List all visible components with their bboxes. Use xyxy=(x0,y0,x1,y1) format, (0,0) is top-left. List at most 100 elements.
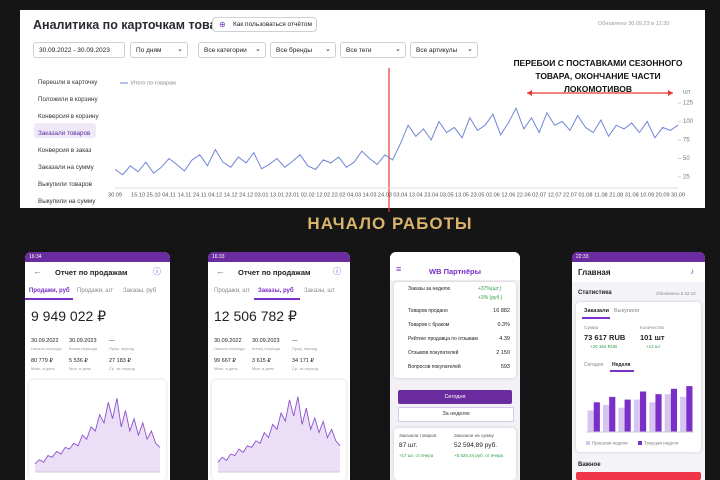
period-underline xyxy=(610,370,634,372)
summary-change: +37%(шт.) xyxy=(478,286,502,292)
x-tick-label: 14.12 xyxy=(224,192,238,198)
tab[interactable]: Продажи, шт xyxy=(77,288,113,294)
phone-sales-rub: 16:34 ← Отчет по продажам ⓘ Продажи, руб… xyxy=(25,252,170,480)
filter-text: Все категории xyxy=(204,47,247,54)
menu-item[interactable]: Перешли в карточку xyxy=(38,79,98,86)
x-tick-label: 22.06 xyxy=(517,192,531,198)
menu-icon[interactable]: ≡ xyxy=(396,264,402,274)
stat-label: Макс. в день xyxy=(31,366,55,371)
total: 12 506 782 ₽ xyxy=(214,308,297,324)
row-label: Товаров продано xyxy=(408,308,448,314)
bell[interactable]: ♪ xyxy=(690,267,694,276)
back[interactable]: ← xyxy=(216,266,225,276)
filter-text: По дням xyxy=(136,47,162,54)
category-filter[interactable]: Все категории ⌄ xyxy=(198,42,266,58)
week-button[interactable]: За неделю xyxy=(398,407,514,422)
period-active[interactable]: Неделя xyxy=(612,362,631,368)
stat-label: Конец периода xyxy=(252,346,280,351)
menu-item[interactable]: Выкупили на сумму xyxy=(38,198,96,205)
summary-change: +3% (руб.) xyxy=(478,295,503,301)
app-bar xyxy=(572,262,705,282)
screen-title: Главная xyxy=(578,268,611,277)
bar xyxy=(602,405,610,432)
sku-filter[interactable]: Все артикулы ⌄ xyxy=(410,42,478,58)
stat-value: 27 183 ₽ xyxy=(109,358,131,364)
stat-label: Конец периода xyxy=(69,346,97,351)
card-value: 87 шт. xyxy=(399,442,418,449)
bar xyxy=(609,396,616,432)
button-label: Сегодня xyxy=(444,394,466,400)
x-tick-label: 03.01 xyxy=(255,192,269,198)
today-button[interactable]: Сегодня xyxy=(398,390,512,404)
clock: 22:33 xyxy=(576,254,589,260)
help-button[interactable]: ⊕ Как пользоваться отчётом xyxy=(212,17,317,32)
bar xyxy=(655,394,662,432)
app-title: WB Партнёры xyxy=(429,267,481,276)
x-tick-label: 04.03 xyxy=(347,192,361,198)
tab-active[interactable]: Заказы, руб xyxy=(258,288,294,294)
period[interactable]: Сегодня xyxy=(584,362,604,368)
back[interactable]: ← xyxy=(33,266,42,276)
important-title: Важное xyxy=(578,462,601,468)
summary-label: Заказы за неделю xyxy=(408,286,451,292)
x-tick-label: 22.02 xyxy=(332,192,346,198)
card-label: Заказали товаров xyxy=(399,433,437,438)
clock: 16:34 xyxy=(29,254,42,260)
tab[interactable]: Заказы, руб xyxy=(123,288,157,294)
tab-underline xyxy=(25,298,73,300)
x-tick-label: 23.01 xyxy=(285,192,299,198)
chevron: ⌄ xyxy=(255,46,261,53)
y-tick-label: 25 xyxy=(683,175,690,181)
menu-item[interactable]: Заказали на сумму xyxy=(38,164,94,171)
chevron: ⌄ xyxy=(177,46,183,53)
area-fill xyxy=(35,398,160,472)
tab[interactable]: Продажи, шт xyxy=(214,288,250,294)
help[interactable]: ⓘ xyxy=(333,267,341,276)
menu-item[interactable]: Выкупили товаров xyxy=(38,181,93,188)
metric-value: 101 шт xyxy=(640,333,665,342)
x-tick-label: 14.11 xyxy=(178,192,192,198)
legend-label: Текущая неделя xyxy=(644,441,679,446)
bar xyxy=(624,399,631,432)
phone-home: 22:33 Главная ♪ Статистика Обновлено в 2… xyxy=(572,252,705,480)
screen-title: Отчет по продажам xyxy=(238,268,311,277)
screen-title: Отчет по продажам xyxy=(55,268,128,277)
metric-value: 73 617 RUB xyxy=(584,333,626,342)
tab-active[interactable]: Заказали xyxy=(584,308,609,314)
menu-item[interactable]: Заказали товаров xyxy=(38,130,91,137)
x-tick-label: 12.02 xyxy=(316,192,330,198)
tag-filter[interactable]: Все теги ⌄ xyxy=(340,42,406,58)
chart-card xyxy=(29,380,166,480)
menu-highlight xyxy=(34,123,96,138)
date-filter[interactable]: 30.09.2022 - 30.09.2023 xyxy=(33,42,125,58)
chevron: ⌄ xyxy=(325,46,331,53)
stat-label: Мин. в день xyxy=(252,366,275,371)
menu-item[interactable]: Конверсия в заказ xyxy=(38,147,92,154)
x-tick-label: 15.10 xyxy=(131,192,145,198)
period-filter[interactable]: По дням ⌄ xyxy=(130,42,188,58)
chevron: ⌄ xyxy=(467,46,473,53)
bar xyxy=(593,402,600,432)
brand-filter[interactable]: Все бренды ⌄ xyxy=(270,42,336,58)
stat-value: 34 171 ₽ xyxy=(292,358,314,364)
tab-active[interactable]: Продажи, руб xyxy=(29,288,70,294)
help[interactable]: ⓘ xyxy=(153,267,161,276)
row-label: Рейтинг продавца по отзывам xyxy=(408,336,478,342)
total: 9 949 022 ₽ xyxy=(31,308,107,324)
x-tick-label: 25.10 xyxy=(147,192,161,198)
alert-bar xyxy=(576,472,701,480)
tab[interactable]: Заказы, шт xyxy=(304,288,335,294)
tab[interactable]: Выкупили xyxy=(614,308,640,314)
row-label: Вопросов покупателей xyxy=(408,364,461,370)
menu-item[interactable]: Положили в корзину xyxy=(38,96,98,103)
menu-item[interactable]: Конверсия в корзину xyxy=(38,113,99,120)
stat-label: Макс. в день xyxy=(214,366,238,371)
x-tick-label: 04.12 xyxy=(208,192,222,198)
x-tick-label: 12.07 xyxy=(548,192,562,198)
legend-swatch xyxy=(638,441,642,445)
x-tick-label: 03.04 xyxy=(393,192,407,198)
metric-label: Сумма xyxy=(584,325,599,330)
phone-partners: ≡ WB Партнёры Заказы за неделю +37%(шт.)… xyxy=(390,252,520,480)
area-line xyxy=(34,398,161,465)
